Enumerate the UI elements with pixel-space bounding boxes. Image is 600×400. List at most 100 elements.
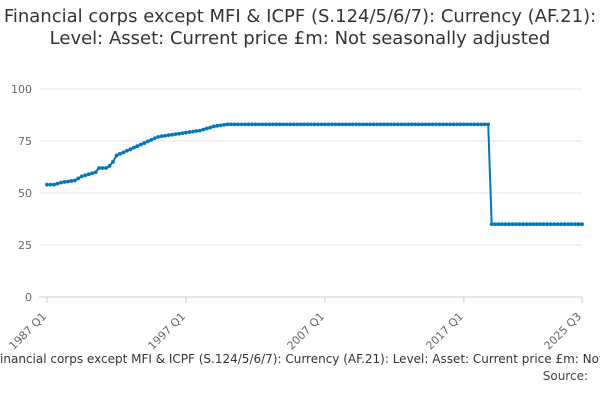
data-point (434, 122, 438, 127)
data-point (531, 222, 536, 227)
data-point (225, 122, 230, 127)
y-tick-label: 50 (18, 187, 32, 200)
x-tick-label: 2007 Q1 (285, 310, 328, 353)
data-point (270, 122, 275, 127)
data-point (93, 170, 98, 175)
data-point (527, 222, 532, 227)
data-point (218, 123, 223, 128)
data-point (121, 150, 126, 155)
x-tick-label: 1987 Q1 (7, 310, 50, 353)
data-point (236, 122, 240, 127)
data-point (329, 122, 334, 127)
data-point (159, 134, 164, 139)
data-point (555, 222, 560, 227)
data-point (170, 132, 174, 137)
data-point (305, 122, 310, 127)
data-point (441, 122, 445, 127)
data-point (114, 153, 119, 158)
data-point (503, 222, 508, 227)
data-point (354, 122, 359, 127)
data-point (455, 122, 459, 127)
data-point (562, 222, 567, 227)
data-point (204, 126, 209, 131)
data-point (118, 152, 122, 156)
data-point (90, 171, 95, 176)
data-point (357, 122, 362, 127)
data-point (191, 129, 195, 134)
data-point (475, 122, 480, 127)
data-point (548, 222, 553, 227)
data-point (138, 142, 143, 147)
data-point (135, 144, 140, 149)
data-point (55, 181, 60, 186)
data-point (350, 122, 355, 127)
data-point (336, 122, 341, 127)
data-point (253, 122, 258, 127)
data-point (468, 122, 473, 127)
data-point (524, 222, 529, 227)
data-point (382, 122, 386, 127)
data-point (243, 122, 247, 127)
data-point (420, 122, 425, 127)
data-point (385, 122, 390, 127)
data-point (534, 222, 539, 227)
data-point (131, 145, 136, 150)
data-point (177, 131, 181, 136)
data-point (208, 125, 213, 130)
data-point (580, 222, 584, 227)
data-point (76, 176, 81, 181)
data-point (472, 122, 477, 127)
data-point (291, 122, 296, 127)
data-point (152, 136, 157, 141)
data-point (79, 174, 84, 179)
data-point (566, 222, 570, 227)
data-point (368, 122, 372, 127)
data-point (222, 122, 227, 127)
data-point (517, 222, 522, 227)
data-point (413, 122, 418, 127)
data-point (274, 122, 279, 127)
data-point (496, 222, 501, 227)
data-point (448, 122, 452, 127)
data-point (232, 122, 237, 127)
data-point (340, 122, 345, 127)
data-point (545, 222, 550, 227)
data-point (277, 122, 282, 127)
data-point (458, 122, 463, 127)
data-point (201, 127, 206, 132)
data-point (295, 122, 300, 127)
legend: Financial corps except MFI & ICPF (S.124… (0, 352, 600, 366)
data-point (229, 122, 234, 127)
data-point (97, 166, 102, 170)
data-point (281, 122, 286, 127)
data-point (163, 133, 168, 138)
data-point (395, 122, 400, 127)
source-label: Source: (542, 369, 588, 383)
x-tick-label: 2017 Q1 (423, 310, 466, 353)
data-point (569, 222, 574, 227)
data-point (482, 122, 487, 127)
data-point (389, 122, 393, 127)
data-point (250, 122, 254, 127)
data-point (267, 122, 272, 127)
data-point (375, 122, 379, 127)
y-tick-label: 25 (18, 239, 32, 252)
data-point (145, 139, 150, 144)
data-point (187, 130, 192, 134)
data-point (576, 222, 581, 227)
data-point (427, 122, 432, 127)
data-point (364, 122, 369, 127)
data-point (406, 122, 411, 127)
data-point (312, 122, 317, 127)
data-point (72, 178, 77, 183)
data-point (100, 166, 105, 170)
data-point (166, 133, 171, 138)
data-point (437, 122, 442, 127)
x-tick-label: 1997 Q1 (146, 310, 189, 353)
data-point (104, 166, 108, 170)
data-point (430, 122, 435, 127)
data-point (173, 132, 178, 137)
data-point (423, 122, 428, 127)
